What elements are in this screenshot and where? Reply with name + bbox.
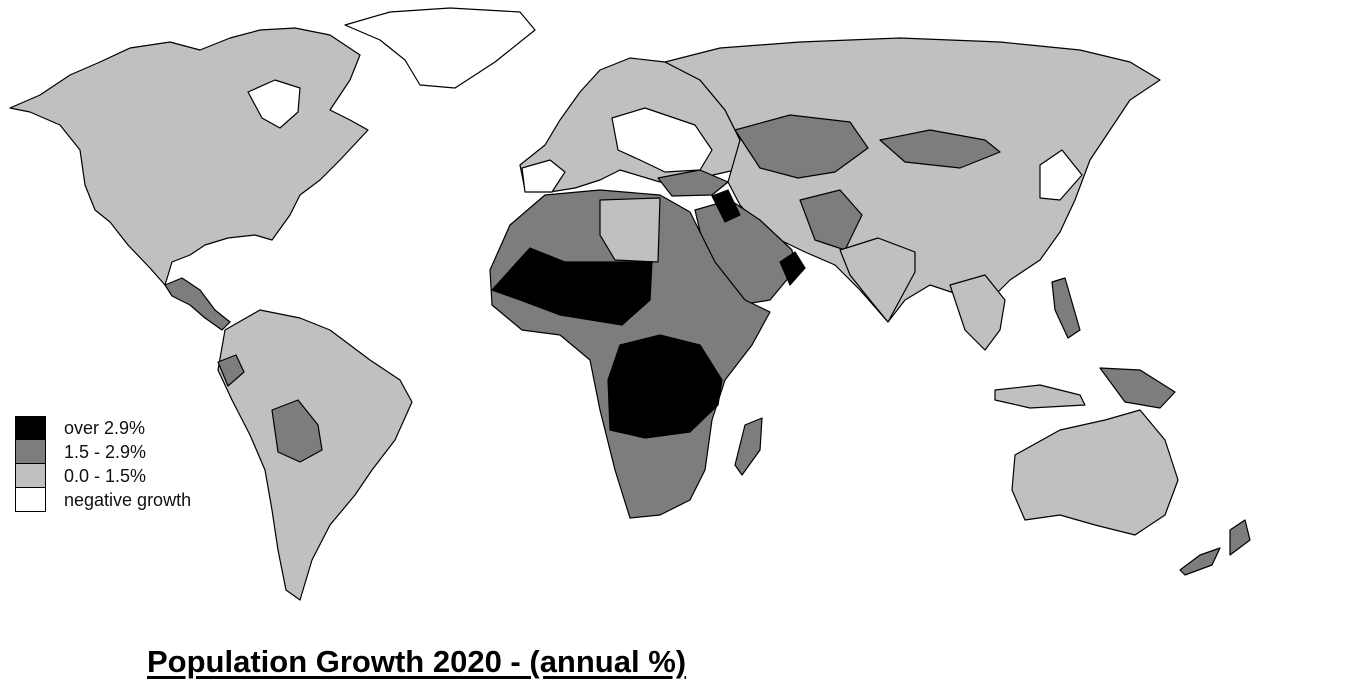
region-iraq bbox=[711, 189, 741, 223]
region-hudson-bay bbox=[247, 79, 301, 129]
region-sahel bbox=[491, 247, 653, 326]
legend-label: negative growth bbox=[64, 489, 192, 510]
legend-item-low: 0.0 - 1.5% bbox=[15, 464, 191, 488]
region-central-asia bbox=[734, 114, 869, 179]
region-greenland bbox=[344, 7, 536, 89]
region-oman bbox=[779, 251, 806, 286]
region-central-america bbox=[164, 277, 231, 331]
region-bolivia bbox=[271, 399, 323, 463]
legend-label: over 2.9% bbox=[64, 417, 146, 438]
region-papua bbox=[1099, 367, 1176, 409]
region-new-zealand bbox=[1229, 519, 1251, 556]
region-madagascar bbox=[734, 417, 763, 476]
region-mongolia bbox=[879, 129, 1001, 169]
region-iberia bbox=[521, 159, 566, 193]
legend-swatch-low bbox=[15, 464, 46, 488]
region-turkey bbox=[657, 169, 729, 197]
map-legend: over 2.9% 1.5 - 2.9% 0.0 - 1.5% negative… bbox=[15, 416, 191, 512]
region-north-africa-low bbox=[599, 197, 661, 263]
legend-swatch-mid bbox=[15, 440, 46, 464]
legend-swatch-negative bbox=[15, 488, 46, 512]
region-japan bbox=[1039, 149, 1083, 201]
legend-item-mid: 1.5 - 2.9% bbox=[15, 440, 191, 464]
legend-label: 1.5 - 2.9% bbox=[64, 441, 147, 462]
map-title: Population Growth 2020 - (annual %) bbox=[147, 644, 687, 679]
region-central-africa bbox=[607, 334, 723, 439]
world-map bbox=[9, 7, 1251, 601]
region-southeast-asia bbox=[949, 274, 1006, 351]
region-india bbox=[839, 237, 916, 323]
region-south-america bbox=[217, 309, 413, 601]
region-new-zealand-south bbox=[1179, 547, 1221, 576]
legend-item-negative: negative growth bbox=[15, 488, 191, 512]
region-ecuador bbox=[217, 354, 245, 387]
region-north-america bbox=[9, 27, 369, 286]
legend-swatch-over bbox=[15, 416, 46, 440]
region-australia bbox=[1011, 409, 1179, 536]
region-indonesia bbox=[994, 384, 1086, 409]
region-philippines bbox=[1051, 277, 1081, 339]
legend-label: 0.0 - 1.5% bbox=[64, 465, 147, 486]
region-pakistan-afghanistan bbox=[799, 189, 863, 251]
legend-item-over: over 2.9% bbox=[15, 416, 191, 440]
